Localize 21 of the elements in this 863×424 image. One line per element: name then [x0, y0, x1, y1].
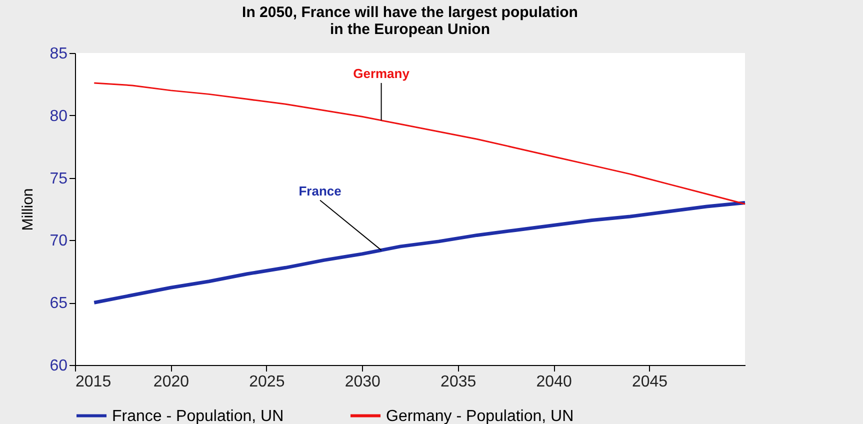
y-tick-label: 75 [50, 170, 68, 188]
line-series [92, 201, 747, 304]
y-tick-label: 65 [50, 295, 68, 312]
y-tick-label: 70 [50, 232, 68, 250]
x-tick-label: 2040 [536, 374, 572, 390]
x-tick-label: 2045 [632, 374, 668, 390]
x-tick-label: 2020 [153, 374, 190, 390]
legend-label: Germany - Population, UN [386, 408, 574, 424]
chart-title: In 2050, France will have the largest population in the European Union [242, 4, 578, 38]
y-axis-title: Million [20, 188, 37, 231]
x-tick-label: 2015 [76, 374, 112, 390]
x-tick-label: 2030 [344, 374, 381, 390]
y-tick-label: 60 [50, 358, 68, 374]
y-tick-label: 80 [50, 108, 68, 125]
line-series [93, 82, 746, 205]
annotation: France [298, 183, 342, 198]
y-tick-label: 85 [50, 46, 68, 62]
x-tick-label: 2035 [440, 374, 476, 390]
x-tick-label: 2025 [249, 374, 285, 390]
annotation: Germany [353, 66, 410, 81]
legend-label: France - Population, UN [112, 408, 284, 424]
